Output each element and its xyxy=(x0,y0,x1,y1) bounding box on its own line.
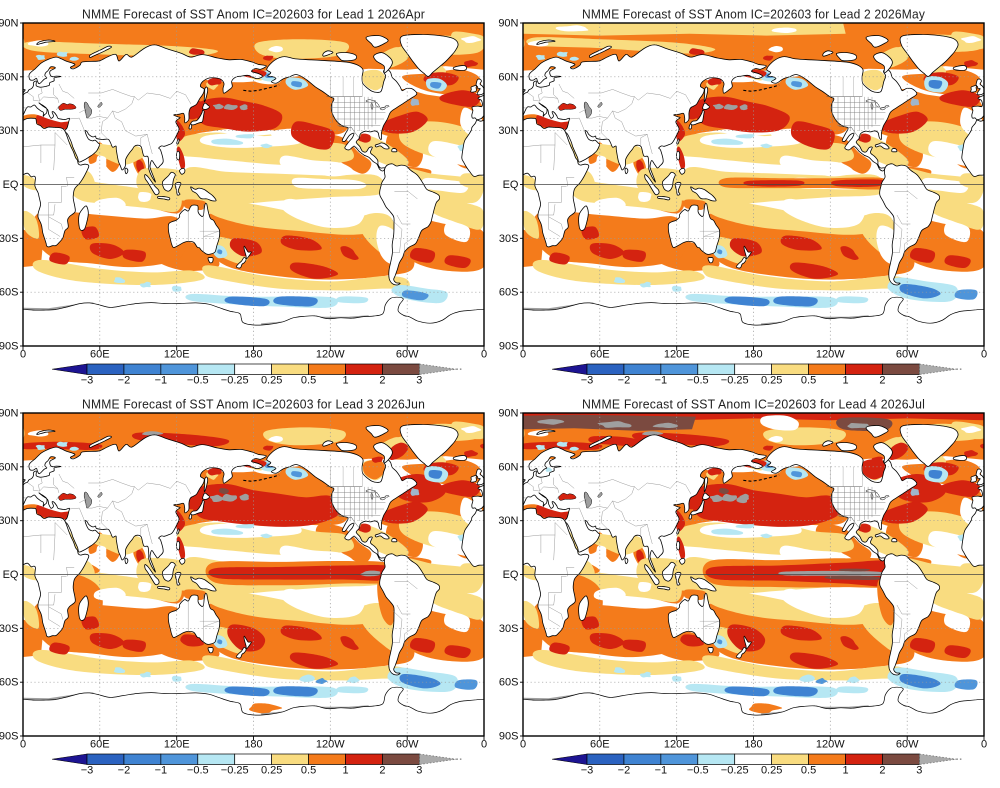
svg-text:NMME Forecast of SST Anom IC=2: NMME Forecast of SST Anom IC=202603 for … xyxy=(582,396,925,411)
svg-text:NMME Forecast of SST Anom IC=2: NMME Forecast of SST Anom IC=202603 for … xyxy=(82,396,425,411)
svg-text:NMME Forecast of SST Anom IC=2: NMME Forecast of SST Anom IC=202603 for … xyxy=(582,6,925,21)
svg-text:NMME Forecast of SST Anom IC=2: NMME Forecast of SST Anom IC=202603 for … xyxy=(82,6,425,21)
